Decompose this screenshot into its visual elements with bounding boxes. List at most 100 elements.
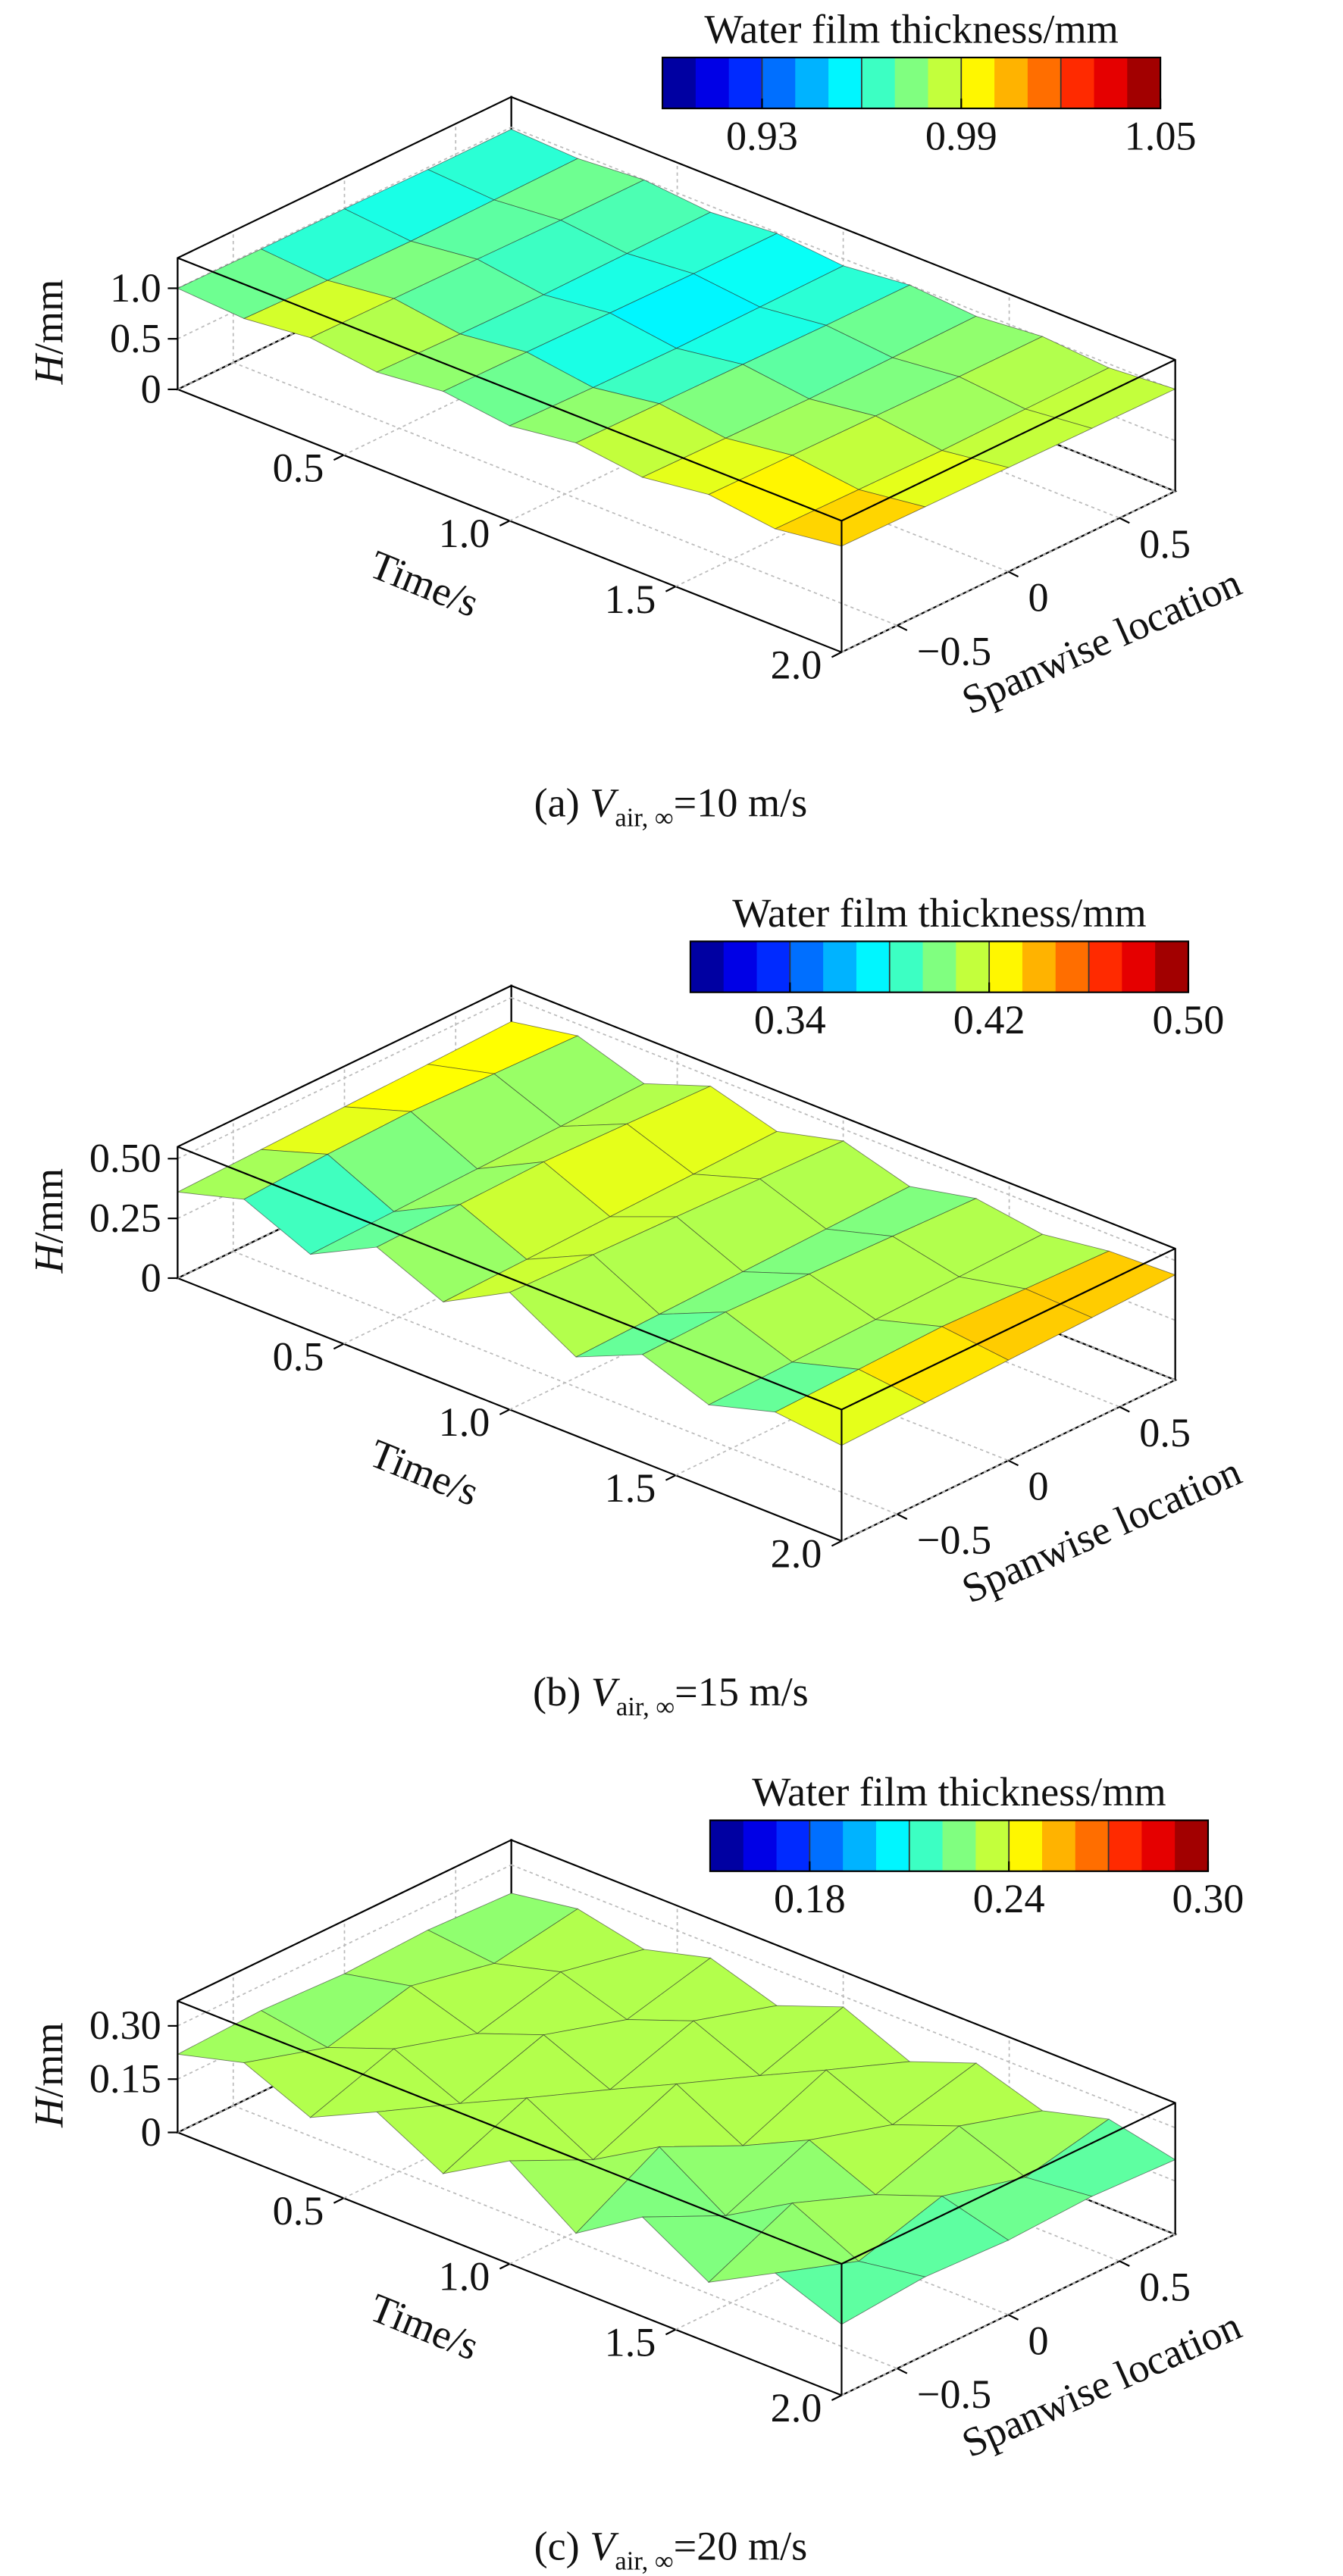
caption: (c) Vair, ∞=20 m/s bbox=[534, 2523, 808, 2575]
colorbar-frame bbox=[661, 56, 1162, 110]
y-tick-label: 0 bbox=[1028, 575, 1049, 621]
grid-line bbox=[177, 127, 512, 289]
colorbar-band bbox=[823, 941, 857, 993]
caption-text: =10 m/s bbox=[674, 780, 808, 826]
x-tick-label: 1.5 bbox=[605, 1465, 656, 1511]
colorbar-title: Water film thickness/mm bbox=[752, 1769, 1166, 1815]
box-edge bbox=[177, 2000, 842, 2265]
grid-line bbox=[233, 2105, 898, 2369]
colorbar-band bbox=[743, 1820, 778, 1871]
colorbar-band bbox=[1041, 1820, 1076, 1871]
z-axis-title: H/mm bbox=[27, 2022, 72, 2128]
y-tick bbox=[1008, 1459, 1019, 1467]
y-tick bbox=[1119, 517, 1130, 524]
z-axis-unit: /mm bbox=[27, 2022, 72, 2097]
grid-line bbox=[177, 997, 512, 1160]
x-tick-label: 1.0 bbox=[439, 1399, 490, 1445]
y-tick-label: 0.5 bbox=[1139, 2264, 1191, 2309]
z-axis-symbol: H bbox=[27, 2096, 72, 2128]
colorbar-band bbox=[795, 57, 829, 109]
x-tick-label: 1.0 bbox=[439, 511, 490, 556]
y-tick bbox=[897, 1513, 908, 1520]
x-tick bbox=[499, 2263, 510, 2270]
x-tick bbox=[499, 1408, 510, 1415]
colorbar-band bbox=[843, 1820, 877, 1871]
y-tick bbox=[1008, 2314, 1019, 2321]
colorbar-band bbox=[1155, 941, 1189, 993]
colorbar-tick-label: 0.42 bbox=[953, 997, 1025, 1043]
z-axis-unit: /mm bbox=[27, 280, 72, 355]
x-tick bbox=[499, 520, 510, 527]
colorbar-band bbox=[975, 1820, 1010, 1871]
colorbar-tick-label: 0.30 bbox=[1172, 1876, 1244, 1921]
x-tick bbox=[665, 1474, 676, 1481]
colorbar-band bbox=[928, 57, 963, 109]
x-tick-label: 1.5 bbox=[605, 577, 656, 622]
x-tick bbox=[665, 2328, 676, 2336]
grid-line bbox=[177, 1864, 512, 2027]
colorbar-band bbox=[861, 57, 896, 109]
x-tick bbox=[333, 454, 344, 461]
colorbar-band bbox=[709, 1820, 744, 1871]
caption-subscript: air, ∞ bbox=[616, 1692, 675, 1721]
colorbar-band bbox=[1027, 57, 1062, 109]
colorbar-tick-label: 1.05 bbox=[1125, 113, 1197, 158]
colorbar-tick-label: 0.93 bbox=[726, 113, 798, 158]
colorbar-band bbox=[994, 57, 1028, 109]
y-tick-label: 0.5 bbox=[1139, 521, 1191, 567]
x-tick-label: 1.5 bbox=[605, 2319, 656, 2365]
box-edge bbox=[841, 1247, 1176, 1411]
z-tick-label: 0 bbox=[141, 1255, 161, 1300]
colorbar-band bbox=[723, 941, 758, 993]
colorbar-band bbox=[690, 941, 725, 993]
grid-line bbox=[233, 1250, 898, 1515]
colorbar-title: Water film thickness/mm bbox=[732, 890, 1146, 936]
z-tick-label: 0.30 bbox=[89, 2002, 161, 2048]
y-tick-label: −0.5 bbox=[917, 628, 991, 674]
x-tick bbox=[831, 1540, 842, 1547]
caption-symbol: V bbox=[590, 2523, 619, 2568]
caption-symbol: V bbox=[591, 1669, 621, 1715]
z-axis-symbol: H bbox=[27, 1241, 72, 1274]
colorbar-band bbox=[809, 1820, 844, 1871]
colorbar-band bbox=[1122, 941, 1157, 993]
colorbar-frame bbox=[689, 940, 1190, 993]
colorbar-band bbox=[1088, 941, 1123, 993]
colorbar-band bbox=[1175, 1820, 1209, 1871]
colorbar-band bbox=[1075, 1820, 1110, 1871]
colorbar-title: Water film thickness/mm bbox=[704, 6, 1118, 52]
z-tick-label: 0.50 bbox=[89, 1136, 161, 1181]
colorbar-band bbox=[1060, 57, 1095, 109]
colorbar-band bbox=[922, 941, 957, 993]
colorbar-tick-label: 0.18 bbox=[774, 1876, 846, 1921]
colorbar-band bbox=[856, 941, 891, 993]
caption-text: =20 m/s bbox=[674, 2523, 808, 2568]
z-axis-title: H/mm bbox=[27, 280, 72, 386]
x-tick-label: 2.0 bbox=[771, 1531, 822, 1577]
box-edge bbox=[177, 257, 842, 522]
colorbar-band bbox=[662, 57, 697, 109]
z-axis-title: H/mm bbox=[27, 1168, 72, 1274]
colorbar-band bbox=[828, 57, 862, 109]
colorbar-band bbox=[989, 941, 1023, 993]
caption-label: (a) bbox=[534, 780, 580, 826]
y-tick bbox=[1008, 571, 1019, 578]
caption-label: (c) bbox=[534, 2523, 580, 2568]
x-tick bbox=[665, 586, 676, 592]
y-tick bbox=[897, 2368, 908, 2374]
colorbar-tick-label: 0.99 bbox=[925, 113, 997, 158]
y-tick-label: −0.5 bbox=[917, 2371, 991, 2417]
grid-line bbox=[511, 996, 1176, 1261]
x-tick-label: 0.5 bbox=[273, 445, 324, 490]
colorbar-band bbox=[728, 57, 763, 109]
x-tick-label: 2.0 bbox=[771, 2385, 822, 2431]
caption-symbol: V bbox=[590, 780, 619, 826]
y-tick-label: 0 bbox=[1028, 2318, 1049, 2363]
x-tick bbox=[831, 2394, 842, 2401]
colorbar-band bbox=[875, 1820, 910, 1871]
x-tick bbox=[831, 651, 842, 658]
caption: (b) Vair, ∞=15 m/s bbox=[533, 1669, 809, 1721]
